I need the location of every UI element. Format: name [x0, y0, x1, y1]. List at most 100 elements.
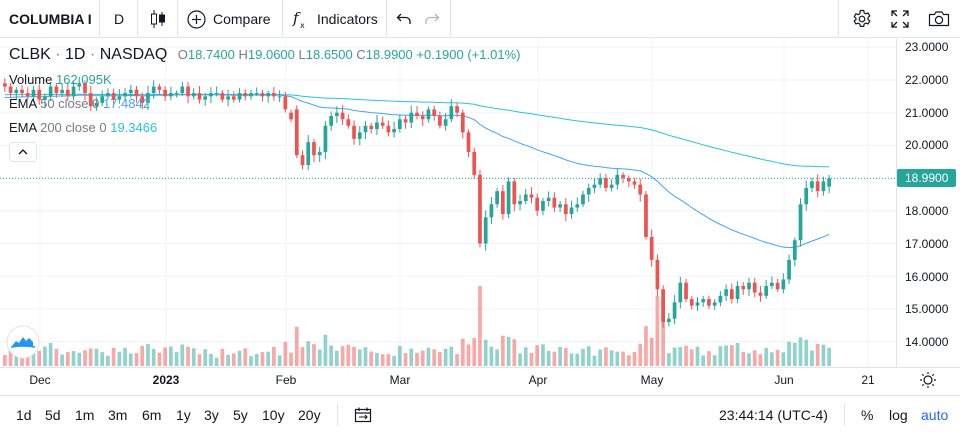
- volume-bar: [31, 352, 36, 366]
- volume-bar: [598, 349, 603, 366]
- candle: [684, 278, 688, 303]
- fullscreen-icon: [891, 10, 909, 28]
- scale-settings-button[interactable]: [920, 372, 936, 388]
- volume-bar: [684, 345, 688, 366]
- volume-bar: [403, 353, 408, 366]
- candle-body: [380, 122, 385, 126]
- range-6m-button[interactable]: 6m: [142, 407, 162, 423]
- range-20y-button[interactable]: 20y: [298, 407, 321, 423]
- volume-bar: [501, 335, 505, 366]
- candle: [792, 237, 797, 267]
- candle-body: [134, 89, 139, 97]
- candle: [604, 173, 608, 192]
- candle-body: [415, 112, 419, 116]
- timezone-clock[interactable]: 23:44:14 (UTC-4): [719, 407, 828, 423]
- candle: [426, 106, 431, 123]
- range-5y-button[interactable]: 5y: [233, 407, 248, 423]
- tradingview-logo[interactable]: [6, 325, 40, 359]
- volume-bar: [523, 347, 528, 366]
- settings-button[interactable]: [852, 0, 872, 38]
- price-tick: 22.0000: [905, 73, 949, 87]
- redo-button[interactable]: [424, 0, 440, 38]
- toolbar-divider: [99, 0, 100, 38]
- candle: [586, 183, 591, 202]
- range-10y-button[interactable]: 10y: [262, 407, 285, 423]
- undo-button[interactable]: [396, 0, 412, 38]
- candle-body: [443, 119, 448, 126]
- log-scale-button[interactable]: log: [889, 407, 908, 423]
- time-scale[interactable]: Dec 2023 Feb Mar Apr May Jun 21: [29, 373, 875, 387]
- candle-body: [460, 112, 465, 133]
- volume-bar: [254, 353, 259, 366]
- range-1y-button[interactable]: 1y: [176, 407, 191, 423]
- volume-bar: [569, 353, 574, 366]
- ema-50-legend[interactable]: EMA 50 close 0 17.4842: [9, 96, 150, 111]
- candle: [254, 87, 259, 97]
- range-3m-button[interactable]: 3m: [108, 407, 128, 423]
- candle: [300, 150, 305, 170]
- candle-body: [432, 109, 437, 116]
- interval-button[interactable]: D: [114, 11, 125, 27]
- candle: [592, 179, 597, 194]
- candle-body: [438, 115, 442, 126]
- range-1m-button[interactable]: 1m: [75, 407, 95, 423]
- volume-bar: [289, 352, 293, 366]
- volume-bar: [237, 350, 242, 366]
- snapshot-button[interactable]: [928, 0, 950, 38]
- candle-body: [604, 178, 608, 188]
- series-legend[interactable]: CLBK · 1D · NASDAQ O18.7400 H19.0600 L18…: [9, 46, 521, 63]
- legend-ticker: CLBK: [9, 46, 51, 63]
- candle: [306, 135, 311, 171]
- candle: [243, 89, 248, 101]
- volume-bar: [117, 351, 122, 366]
- legend-collapse-button[interactable]: [9, 142, 37, 162]
- fullscreen-button[interactable]: [891, 0, 909, 38]
- candle: [638, 178, 643, 202]
- volume-bar: [798, 337, 803, 366]
- volume-bar: [592, 355, 597, 366]
- candle-body: [523, 194, 528, 201]
- volume-bar: [438, 351, 442, 366]
- volume-bar: [54, 348, 59, 366]
- candle: [747, 277, 751, 297]
- indicators-button[interactable]: f x Indicators: [292, 0, 378, 38]
- legend-exchange: NASDAQ: [99, 46, 168, 63]
- symbol-search-button[interactable]: COLUMBIA I: [9, 11, 92, 27]
- candle: [88, 86, 93, 112]
- candle: [386, 120, 391, 137]
- volume-bar: [781, 352, 786, 366]
- candle-body: [741, 286, 746, 290]
- ema-200-legend[interactable]: EMA 200 close 0 19.3466: [9, 120, 157, 135]
- volume-bar: [420, 350, 425, 366]
- candle-body: [77, 83, 82, 87]
- auto-scale-button[interactable]: auto: [921, 407, 949, 423]
- candle-body: [558, 204, 562, 208]
- change-value: +0.1900 (+1.01%): [416, 47, 521, 62]
- percent-scale-button[interactable]: %: [861, 407, 874, 423]
- candle: [535, 193, 540, 217]
- range-1d-button[interactable]: 1d: [16, 407, 32, 423]
- compare-button[interactable]: Compare: [187, 0, 271, 38]
- volume-bar: [701, 355, 706, 366]
- candle: [397, 114, 402, 133]
- close-value: 18.9900: [365, 47, 413, 62]
- candle: [392, 121, 396, 138]
- gear-icon: [853, 9, 871, 27]
- candle-body: [483, 217, 488, 244]
- price-scale[interactable]: 23.0000 22.0000 21.0000 20.0000 18.0000 …: [905, 40, 949, 349]
- range-3y-button[interactable]: 3y: [204, 407, 219, 423]
- toolbar-divider: [137, 0, 138, 38]
- candle-body: [403, 119, 408, 123]
- chart-type-button[interactable]: [150, 0, 166, 38]
- time-tick: May: [641, 373, 664, 387]
- candle-body: [409, 112, 414, 123]
- date-range-button[interactable]: [354, 396, 372, 433]
- candle: [798, 198, 803, 247]
- chart-grid: [0, 39, 896, 367]
- volume-legend[interactable]: Volume 162.095K: [9, 72, 112, 87]
- range-5d-button[interactable]: 5d: [45, 407, 61, 423]
- candle: [506, 177, 511, 219]
- candle-body: [449, 106, 454, 120]
- candle-body: [60, 89, 64, 94]
- price-chart[interactable]: 23.0000 22.0000 21.0000 20.0000 18.0000 …: [0, 39, 960, 394]
